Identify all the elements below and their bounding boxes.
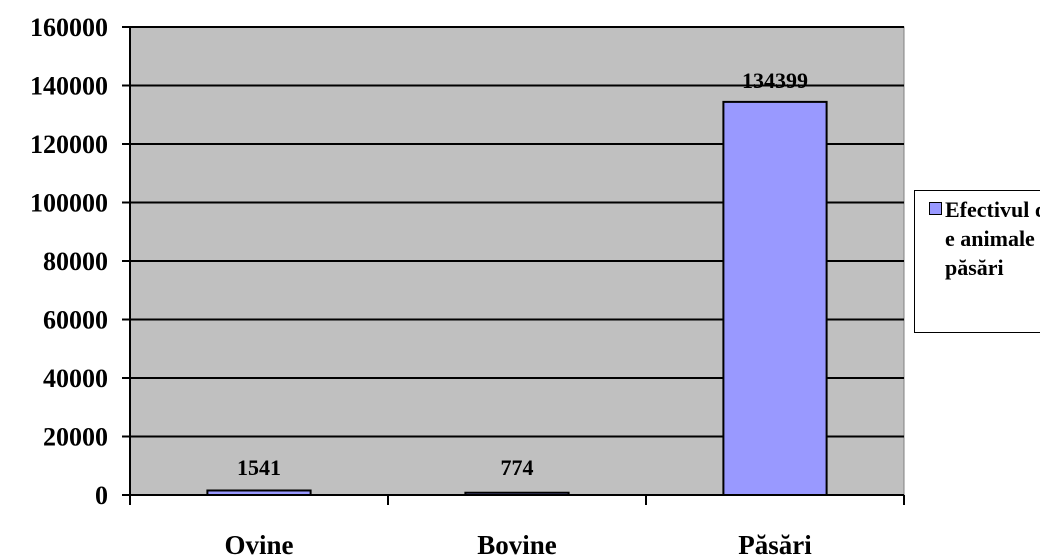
y-tick-label: 140000	[30, 72, 108, 101]
y-tick-label: 0	[95, 481, 108, 510]
axes	[122, 26, 905, 505]
bar	[722, 100, 828, 496]
x-tick-label: Ovine	[224, 530, 293, 557]
data-label: 774	[501, 455, 534, 480]
legend: Efectivul de animale și păsări	[914, 190, 1040, 333]
data-label: 134399	[742, 68, 808, 93]
data-label: 1541	[237, 455, 281, 480]
data-labels: 1541 774 134399	[237, 68, 808, 480]
x-tick-labels: Ovine Bovine Păsări	[224, 530, 812, 557]
legend-swatch	[929, 202, 942, 215]
y-tick-label: 80000	[43, 247, 108, 276]
y-tick-label: 40000	[43, 364, 108, 393]
x-tick-label: Păsări	[738, 530, 812, 557]
x-tick-label: Bovine	[477, 530, 557, 557]
y-tick-label: 160000	[30, 13, 108, 42]
y-tick-labels: 0 20000 40000 60000 80000 100000 120000 140000 1…	[30, 13, 108, 510]
y-tick-label: 120000	[30, 130, 108, 159]
legend-series-label: Efectivul de animale și păsări	[945, 197, 1040, 280]
y-tick-label: 100000	[30, 189, 108, 218]
y-tick-label: 20000	[43, 423, 108, 452]
y-tick-label: 60000	[43, 306, 108, 335]
